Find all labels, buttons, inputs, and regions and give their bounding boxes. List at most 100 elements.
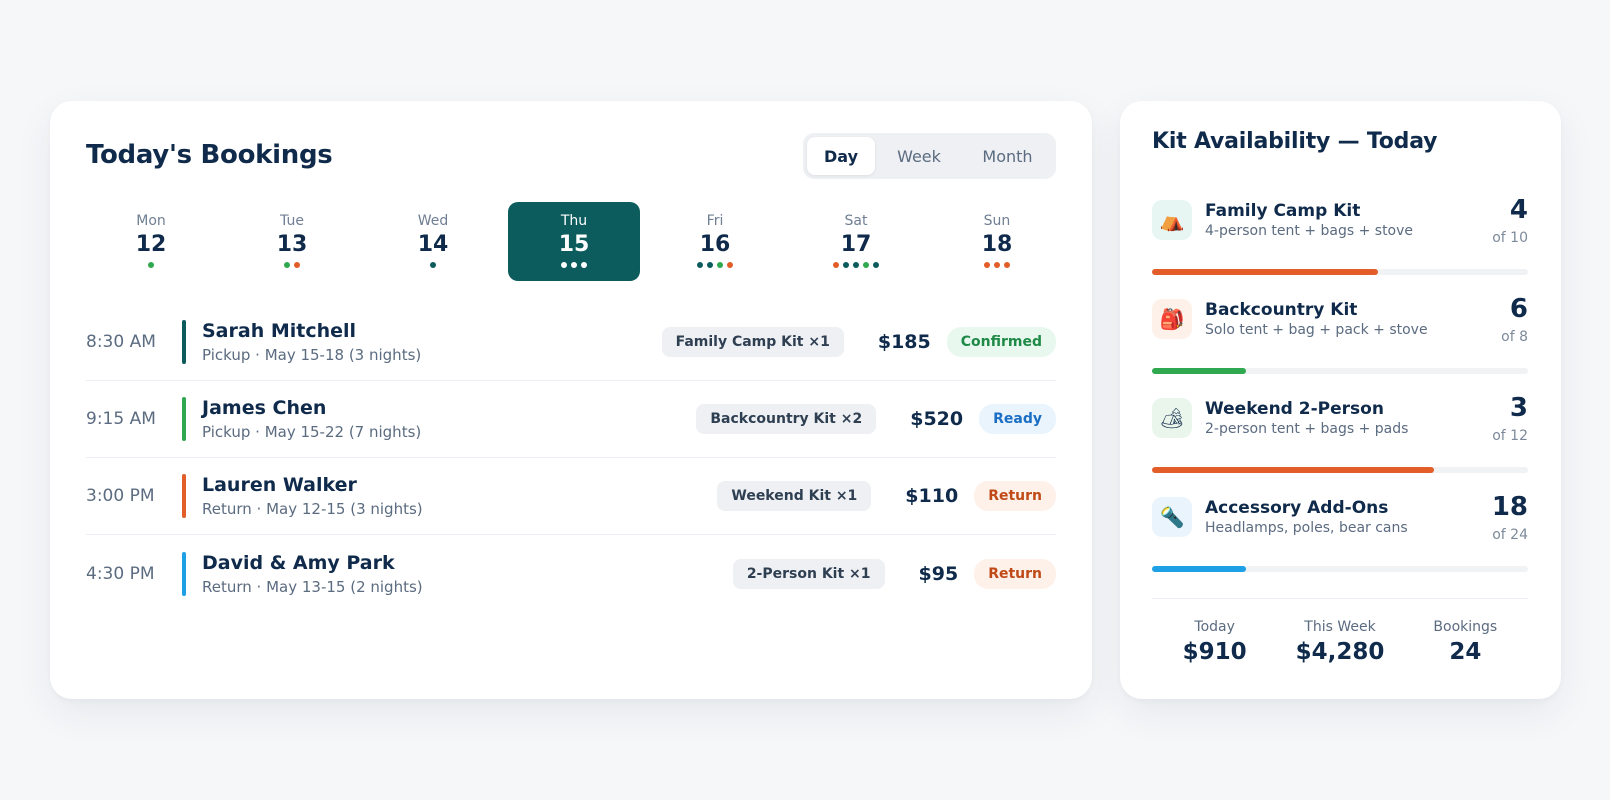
booking-row[interactable]: 3:00 PM Lauren Walker Return · May 12-15 (…: [86, 458, 1056, 535]
booking-customer: David & Amy Park Return · May 13-15 (2 ni…: [202, 552, 733, 596]
kit-total: of 8: [1501, 329, 1528, 345]
day-number: 16: [699, 232, 731, 257]
customer-name: James Chen: [202, 397, 327, 419]
booking-dot: [873, 262, 879, 268]
booking-dot: [843, 262, 849, 268]
booking-dots: [984, 262, 1010, 268]
day-number: 17: [840, 232, 872, 257]
kit-name: Accessory Add-Ons: [1205, 498, 1389, 518]
day-sun[interactable]: Sun 18: [931, 202, 1063, 281]
kit-available-count: 4: [1509, 195, 1528, 225]
booking-dot: [833, 262, 839, 268]
kit-available-count: 6: [1509, 294, 1528, 324]
day-mon[interactable]: Mon 12: [85, 202, 217, 281]
kit-description: 4-person tent + bags + stove: [1205, 223, 1414, 239]
kit-description: 2-person tent + bags + pads: [1205, 421, 1409, 437]
booking-dot: [717, 262, 723, 268]
booking-price: $95: [918, 562, 959, 585]
stat-today: Today $910: [1152, 599, 1277, 676]
kit-usage-bar: [1152, 368, 1528, 374]
booking-row[interactable]: 4:30 PM David & Amy Park Return · May 13-1…: [86, 535, 1056, 612]
day-name: Thu: [560, 213, 588, 229]
booking-row[interactable]: 8:30 AM Sarah Mitchell Pickup · May 15-18 …: [86, 304, 1056, 381]
booking-color-bar: [182, 397, 186, 441]
view-toggle: Day Week Month: [803, 133, 1056, 179]
kit-item[interactable]: 🎒 Backcountry Kit Solo tent + bag + pack +…: [1152, 294, 1528, 393]
booking-dot: [994, 262, 1000, 268]
stat-label: Today: [1194, 619, 1235, 635]
day-number: 12: [135, 232, 167, 257]
kit-usage-fill: [1152, 269, 1378, 275]
day-tue[interactable]: Tue 13: [226, 202, 358, 281]
kit-tag: Backcountry Kit ×2: [696, 404, 877, 434]
kit-tag: 2-Person Kit ×1: [732, 558, 885, 589]
booking-dot: [727, 262, 733, 268]
day-fri[interactable]: Fri 16: [649, 202, 781, 281]
kit-name: Weekend 2-Person: [1205, 399, 1384, 419]
stat-value: $4,280: [1295, 639, 1385, 665]
view-month-button[interactable]: Month: [982, 146, 1033, 166]
day-name: Sun: [983, 213, 1011, 229]
kit-usage-fill: [1152, 566, 1246, 572]
booking-dot: [148, 262, 154, 268]
kit-total: of 10: [1492, 230, 1528, 246]
kit-item[interactable]: 🔦 Accessory Add-Ons Headlamps, poles, bear…: [1152, 492, 1528, 591]
stat-this-week: This Week $4,280: [1277, 599, 1402, 676]
tent-icon: ⛺: [1152, 200, 1192, 240]
day-name: Fri: [706, 213, 724, 229]
kit-usage-fill: [1152, 467, 1434, 473]
kit-tag: Weekend Kit ×1: [717, 481, 872, 511]
booking-list: 8:30 AM Sarah Mitchell Pickup · May 15-18 …: [86, 304, 1056, 612]
booking-color-bar: [182, 474, 186, 518]
customer-name: David & Amy Park: [202, 551, 395, 574]
bookings-card: Today's Bookings Day Week Month Mon 12 Tue…: [50, 101, 1092, 699]
kit-description: Solo tent + bag + pack + stove: [1205, 322, 1428, 338]
bookings-title: Today's Bookings: [86, 140, 333, 170]
kit-description: Headlamps, poles, bear cans: [1205, 520, 1408, 536]
booking-dot: [284, 262, 290, 268]
booking-dot: [707, 262, 713, 268]
booking-dots: [284, 262, 300, 268]
status-badge: Return: [974, 481, 1056, 511]
booking-dots: [833, 262, 879, 268]
stat-label: Bookings: [1433, 619, 1498, 635]
booking-price: $185: [877, 331, 931, 353]
day-sat[interactable]: Sat 17: [790, 202, 922, 281]
status-badge: Ready: [979, 404, 1056, 434]
booking-dots: [148, 262, 154, 268]
campsite-icon: 🏕: [1152, 398, 1192, 438]
kit-available-count: 18: [1491, 492, 1528, 522]
booking-color-bar: [182, 551, 186, 596]
kit-item[interactable]: 🏕 Weekend 2-Person 2-person tent + bags + …: [1152, 393, 1528, 492]
kit-usage-bar: [1152, 269, 1528, 275]
customer-name: Lauren Walker: [202, 474, 357, 496]
kit-usage-bar: [1152, 566, 1528, 572]
booking-row[interactable]: 9:15 AM James Chen Pickup · May 15-22 (7 n…: [86, 381, 1056, 458]
status-badge: Return: [974, 558, 1056, 589]
booking-dot: [294, 262, 300, 268]
booking-dot: [853, 262, 859, 268]
kit-tag: Family Camp Kit ×1: [661, 327, 844, 357]
day-thu[interactable]: Thu 15: [508, 202, 640, 281]
booking-time: 9:15 AM: [86, 409, 156, 429]
booking-dot: [561, 262, 567, 268]
view-week-button[interactable]: Week: [897, 146, 941, 166]
day-number: 14: [417, 232, 449, 257]
booking-dot: [863, 262, 869, 268]
booking-dots: [430, 262, 436, 268]
booking-price: $520: [910, 408, 964, 430]
view-day-button[interactable]: Day: [807, 137, 875, 175]
kit-availability-card: Kit Availability — Today ⛺ Family Camp Ki…: [1120, 101, 1561, 699]
customer-name: Sarah Mitchell: [202, 320, 357, 342]
status-badge: Confirmed: [946, 327, 1056, 357]
day-name: Mon: [136, 213, 166, 229]
kit-available-count: 3: [1509, 393, 1528, 423]
day-number: 18: [981, 232, 1013, 257]
booking-customer: Sarah Mitchell Pickup · May 15-18 (3 nigh…: [202, 320, 662, 364]
stat-label: This Week: [1304, 619, 1376, 635]
kit-item[interactable]: ⛺ Family Camp Kit 4-person tent + bags + s…: [1152, 195, 1528, 294]
stat-bookings: Bookings 24: [1403, 599, 1528, 676]
day-wed[interactable]: Wed 14: [367, 202, 499, 281]
kit-name: Backcountry Kit: [1205, 300, 1358, 320]
booking-dot: [1004, 262, 1010, 268]
